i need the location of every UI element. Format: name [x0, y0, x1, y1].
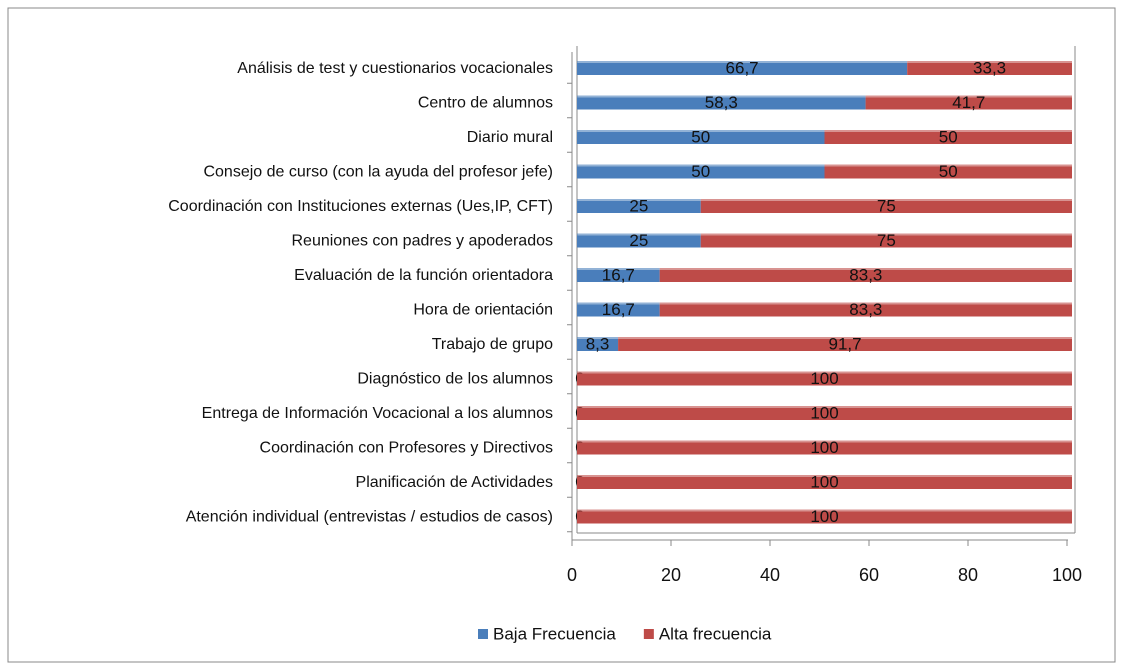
data-label: 100 [810, 507, 838, 526]
bar-top [824, 130, 1072, 132]
x-tick-label: 80 [958, 565, 978, 585]
bar-segment [577, 304, 660, 317]
bar-top [577, 268, 660, 270]
bar-top [577, 440, 1072, 443]
chart-frame [7, 7, 1116, 663]
data-label: 50 [939, 162, 958, 181]
bar-segment [577, 235, 701, 248]
bar-top [907, 61, 1072, 63]
bar-top [824, 164, 1072, 167]
data-label: 16,7 [602, 300, 635, 319]
y-tick-label: Evaluación de la función orientadora [294, 267, 553, 284]
legend-label: Alta frecuencia [659, 624, 772, 643]
y-tick-label: Diario mural [467, 129, 553, 146]
y-tick-label: Entrega de Información Vocacional a los … [202, 405, 553, 422]
y-tick-label: Hora de orientación [413, 302, 553, 319]
data-label: 66,7 [726, 58, 759, 77]
bar-top [577, 406, 1072, 408]
bar-segment [577, 270, 660, 282]
bar-top [577, 199, 701, 201]
y-tick-label: Trabajo de grupo [432, 336, 553, 353]
bar-top [577, 130, 825, 132]
bar-top [577, 95, 866, 98]
data-label: 58,3 [705, 93, 738, 112]
y-tick-label: Coordinación con Instituciones externas … [168, 198, 553, 215]
bar-segment [659, 304, 1072, 317]
bar-top [577, 302, 660, 305]
bar-segment [577, 442, 1072, 455]
bar-segment [577, 477, 1072, 489]
legend-label: Baja Frecuencia [493, 624, 616, 643]
x-tick-label: 100 [1052, 565, 1082, 585]
bar-segment [700, 201, 1072, 213]
data-label: 33,3 [973, 58, 1006, 77]
data-label: 83,3 [849, 300, 882, 319]
data-label: 50 [939, 127, 958, 146]
bar-top [659, 302, 1072, 305]
bar-segment [907, 63, 1072, 75]
x-tick-label: 60 [859, 565, 879, 585]
bar-top [577, 61, 908, 63]
bar-top [577, 164, 825, 167]
data-label: 91,7 [828, 334, 861, 353]
bar-segment [700, 235, 1072, 248]
bar-top [577, 233, 701, 236]
bar-top [618, 337, 1072, 339]
data-label: 50 [691, 162, 710, 181]
data-label: 100 [810, 438, 838, 457]
bar-top [700, 233, 1072, 236]
bar-top [577, 371, 1072, 374]
data-label: 75 [877, 196, 896, 215]
y-tick-label: Análisis de test y cuestionarios vocacio… [237, 60, 553, 77]
bar-segment [865, 97, 1072, 110]
bar-top [659, 268, 1072, 270]
data-label: 8,3 [586, 334, 610, 353]
data-label: 50 [691, 127, 710, 146]
bar-segment [577, 132, 825, 144]
data-label: 100 [810, 369, 838, 388]
data-label: 25 [629, 196, 648, 215]
bar-top [700, 199, 1072, 201]
legend-swatch [478, 629, 488, 639]
bar-top [865, 95, 1072, 98]
bar-segment [577, 63, 908, 75]
bar-segment [618, 339, 1072, 351]
legend-swatch [643, 629, 654, 639]
y-tick-label: Diagnóstico de los alumnos [357, 371, 553, 388]
data-label: 100 [810, 403, 838, 422]
y-tick-label: Reuniones con padres y apoderados [291, 233, 553, 250]
bar-segment [577, 201, 701, 213]
data-label: 100 [810, 472, 838, 491]
bar-segment [577, 166, 825, 179]
x-tick-label: 0 [567, 565, 577, 585]
y-tick-label: Coordinación con Profesores y Directivos [260, 440, 553, 457]
bar-segment [659, 270, 1072, 282]
bar-segment [824, 132, 1072, 144]
data-label: 75 [877, 231, 896, 250]
bar-segment [577, 511, 1072, 524]
bar-segment [577, 408, 1072, 420]
y-tick-label: Centro de alumnos [418, 95, 553, 112]
bar-top [577, 475, 1072, 477]
y-tick-label: Consejo de curso (con la ayuda del profe… [203, 164, 553, 181]
x-tick-label: 20 [661, 565, 681, 585]
bar-segment [824, 166, 1072, 179]
data-label: 83,3 [849, 265, 882, 284]
data-label: 41,7 [952, 93, 985, 112]
x-tick-label: 40 [760, 565, 780, 585]
bar-top [577, 337, 619, 339]
bar-segment [577, 97, 866, 110]
bar-top [577, 509, 1072, 512]
bar-segment [577, 373, 1072, 386]
bar-segment [577, 339, 619, 351]
data-label: 16,7 [602, 265, 635, 284]
y-tick-label: Planificación de Actividades [356, 474, 553, 491]
data-label: 25 [629, 231, 648, 250]
y-tick-label: Atención individual (entrevistas / estud… [186, 509, 553, 526]
